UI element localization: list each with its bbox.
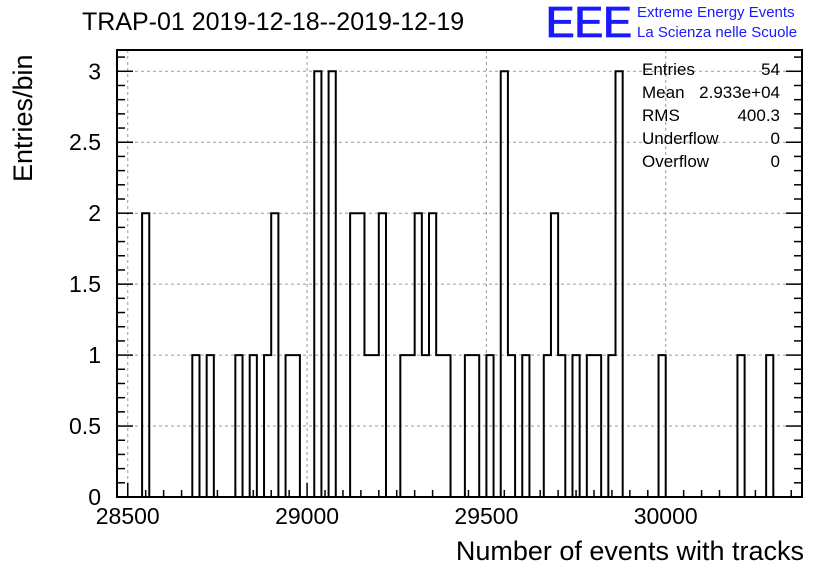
x-axis-label: Number of events with tracks <box>455 536 804 566</box>
x-tick-label: 29500 <box>454 503 518 529</box>
stat-underflow: Underflow 0 <box>642 129 780 152</box>
stat-rms-value: 400.3 <box>737 106 780 125</box>
y-tick-label: 1 <box>88 342 101 368</box>
stat-entries: Entries 54 <box>642 60 780 83</box>
stat-overflow-value: 0 <box>770 152 780 171</box>
y-tick-label: 1.5 <box>69 271 101 297</box>
plot-frame <box>116 49 803 498</box>
x-tick-label: 29000 <box>275 503 339 529</box>
stats-box: Entries 54 Mean 2.933e+04 RMS 400.3 Unde… <box>642 60 780 175</box>
y-axis-label: Entries/bin <box>8 54 38 182</box>
y-tick-label: 0 <box>88 484 101 510</box>
y-tick-label: 3 <box>88 58 101 84</box>
stat-mean-value: 2.933e+04 <box>699 83 780 102</box>
x-tick-label: 30000 <box>634 503 698 529</box>
stat-overflow-label: Overflow <box>642 152 710 171</box>
stat-entries-label: Entries <box>642 60 695 79</box>
y-tick-label: 2.5 <box>69 129 101 155</box>
stat-overflow: Overflow 0 <box>642 152 780 175</box>
stat-rms: RMS 400.3 <box>642 106 780 129</box>
stat-underflow-value: 0 <box>770 129 780 148</box>
stat-mean-label: Mean <box>642 83 685 102</box>
stat-mean: Mean 2.933e+04 <box>642 83 780 106</box>
histogram-outline <box>117 70 802 498</box>
stat-underflow-label: Underflow <box>642 129 719 148</box>
stat-rms-label: RMS <box>642 106 680 125</box>
x-tick-label: 28500 <box>96 503 160 529</box>
eee-logo-mark: EEE <box>545 0 631 44</box>
chart-title: TRAP-01 2019-12-18--2019-12-19 <box>82 8 465 36</box>
y-tick-label: 2 <box>88 200 101 226</box>
logo-line-2: La Scienza nelle Scuole <box>637 24 798 41</box>
eee-logo-icon: EEE <box>545 0 634 44</box>
y-tick-label: 0.5 <box>69 413 101 439</box>
stat-entries-value: 54 <box>761 60 780 79</box>
logo-line-1: Extreme Energy Events <box>637 4 795 21</box>
